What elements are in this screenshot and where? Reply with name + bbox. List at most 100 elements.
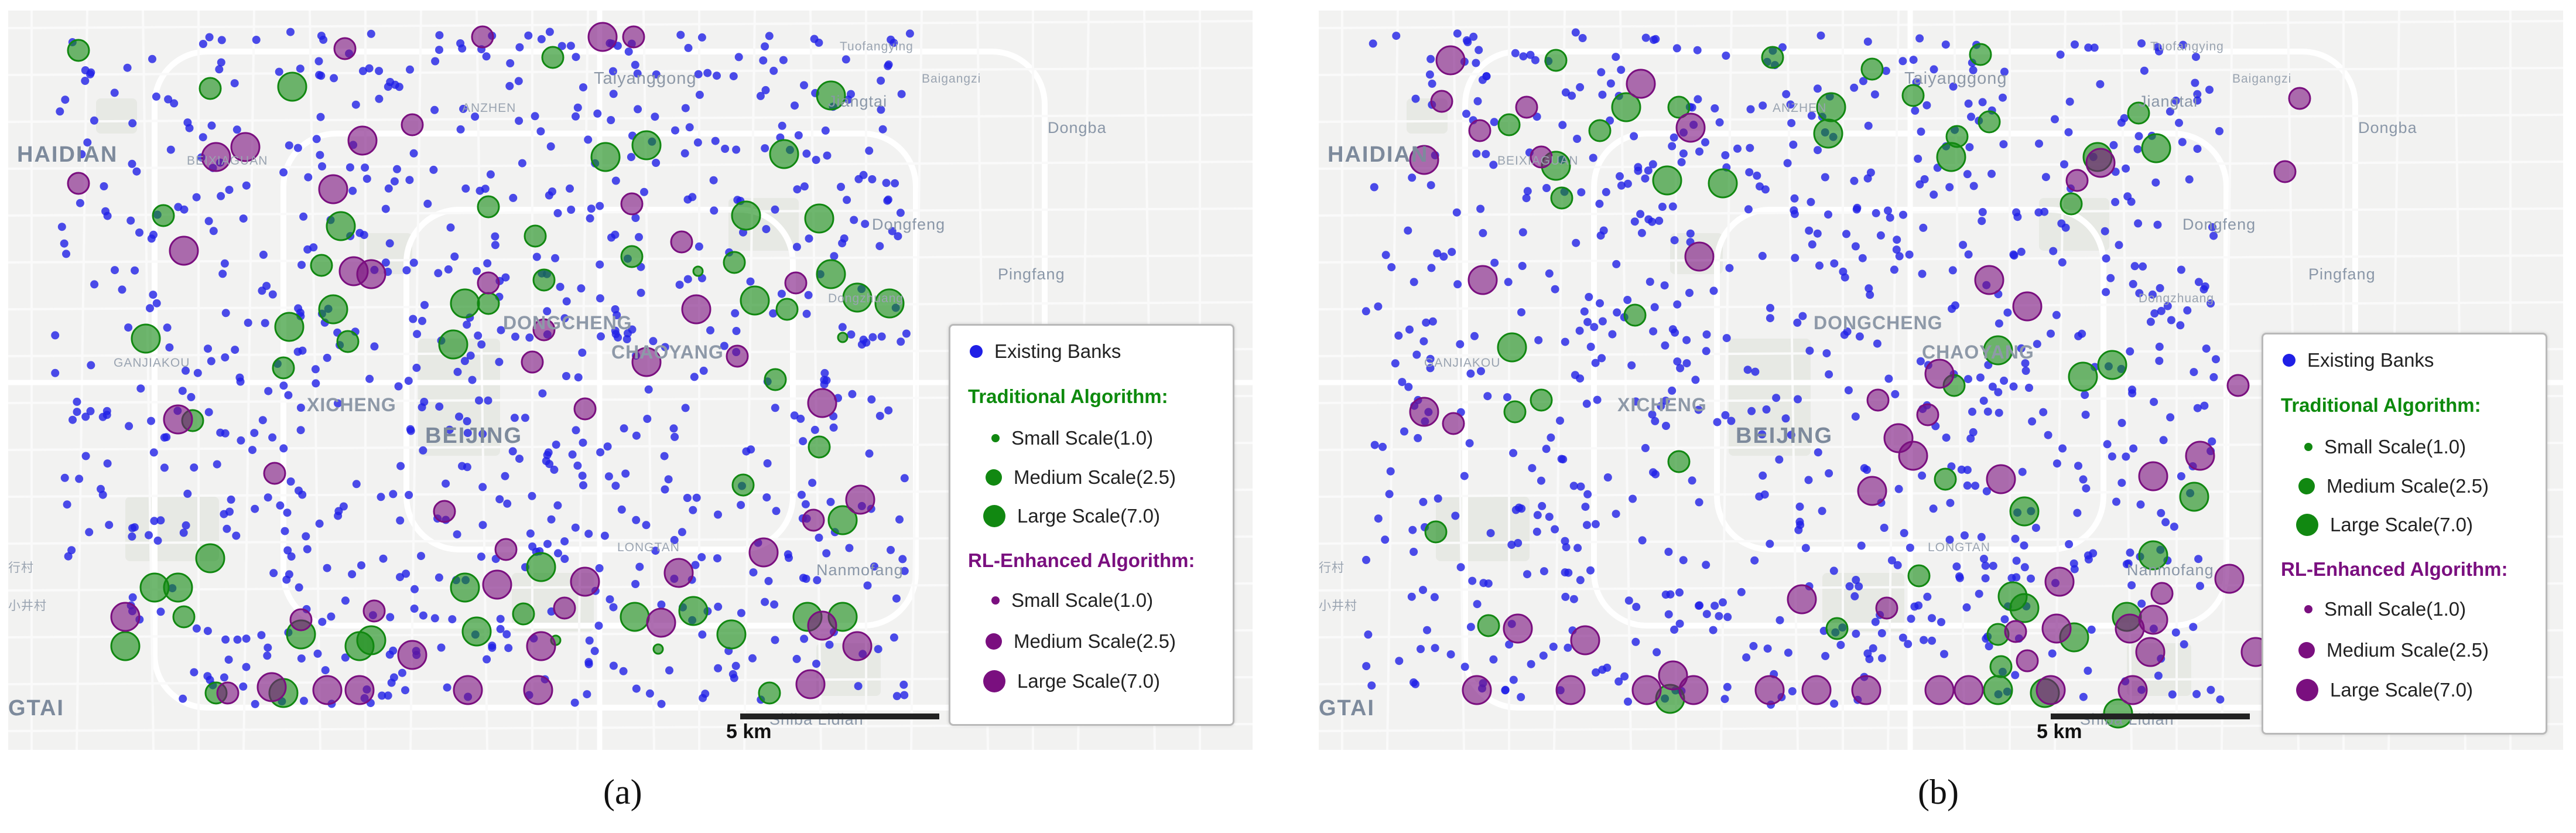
existing-bank-dot	[584, 135, 593, 144]
existing-bank-dot	[124, 323, 133, 332]
existing-bank-dot	[878, 125, 887, 134]
existing-bank-dot	[2000, 615, 2009, 624]
existing-bank-dot	[2151, 178, 2160, 187]
traditional-site	[1934, 467, 1957, 491]
existing-bank-dot	[895, 515, 904, 524]
existing-bank-dot	[800, 81, 808, 90]
existing-bank-dot	[1483, 392, 1492, 401]
existing-bank-dot	[1386, 467, 1395, 476]
existing-bank-dot	[1842, 230, 1850, 238]
rl-enhanced-site	[1754, 675, 1785, 705]
existing-bank-dot	[553, 501, 562, 510]
traditional-site	[1708, 168, 1738, 199]
existing-bank-dot	[634, 105, 642, 114]
existing-bank-dot	[1878, 654, 1886, 663]
existing-bank-dot	[1670, 236, 1679, 245]
existing-bank-dot	[1844, 386, 1853, 395]
existing-bank-dot	[1871, 617, 1880, 626]
existing-bank-dot	[501, 472, 509, 480]
legend-trad-large-label: Large Scale(7.0)	[2330, 514, 2473, 535]
existing-bank-dot	[692, 493, 701, 502]
existing-bank-dot	[1551, 525, 1559, 534]
existing-bank-dot	[298, 490, 307, 499]
existing-bank-dot	[661, 485, 669, 494]
existing-bank-dot	[1540, 567, 1548, 576]
existing-bank-dot	[635, 233, 643, 241]
rl-enhanced-site	[1555, 675, 1586, 705]
existing-bank-dot	[477, 340, 486, 349]
existing-bank-dot	[1948, 266, 1957, 275]
existing-bank-dot	[2081, 391, 2089, 400]
existing-bank-dot	[1404, 226, 1412, 235]
existing-bank-dot	[676, 30, 685, 39]
existing-bank-dot	[1576, 576, 1585, 585]
legend-rl-large-label: Large Scale(7.0)	[2330, 679, 2473, 701]
traditional-site	[590, 142, 621, 172]
map-panel-b[interactable]: HAIDIAN Taiyanggong Tuofangying Baigangz…	[1319, 11, 2563, 750]
map-panel-a[interactable]: HAIDIAN Taiyanggong Tuofangying Baigangz…	[8, 11, 1253, 750]
existing-bank-dot	[103, 211, 112, 220]
existing-bank-dot	[221, 309, 230, 318]
label-beixiaguan: BEIXIAGUAN	[1497, 154, 1579, 168]
existing-bank-dot	[218, 269, 227, 278]
traditional-site	[1550, 186, 1573, 210]
existing-bank-dot	[2148, 290, 2157, 299]
existing-bank-dot	[797, 490, 806, 499]
existing-bank-dot	[544, 448, 553, 457]
rl-enhanced-site	[2273, 160, 2297, 183]
existing-bank-dot	[205, 33, 214, 42]
rl-enhanced-site	[1409, 397, 1439, 427]
existing-bank-dot	[854, 682, 863, 691]
existing-bank-dot	[671, 126, 679, 135]
existing-bank-dot	[279, 444, 288, 453]
existing-bank-dot	[2122, 452, 2130, 461]
legend-trad-small-label: Small Scale(1.0)	[2324, 436, 2466, 458]
existing-bank-dot	[351, 100, 360, 109]
label-xicheng: XICHENG	[1617, 394, 1707, 415]
rl-enhanced-site	[1916, 403, 1939, 426]
existing-bank-dot	[1702, 610, 1711, 619]
existing-bank-dot	[590, 647, 599, 656]
existing-bank-dot	[1661, 341, 1670, 350]
existing-bank-dot	[2126, 548, 2134, 557]
existing-bank-dot	[2112, 497, 2120, 506]
existing-bank-dot	[1486, 529, 1495, 538]
existing-bank-dot	[573, 103, 582, 112]
existing-bank-dot	[2192, 689, 2201, 698]
existing-bank-dot	[830, 252, 839, 261]
existing-bank-dot	[1852, 629, 1860, 638]
existing-bank-dot	[877, 105, 885, 114]
existing-bank-dot	[1702, 561, 1711, 569]
existing-bank-dot	[1866, 291, 1874, 299]
existing-bank-dot	[497, 326, 505, 334]
existing-bank-dot	[800, 634, 809, 643]
traditional-site	[716, 619, 747, 650]
existing-bank-dot	[296, 404, 305, 412]
existing-bank-dot	[1561, 592, 1570, 601]
existing-bank-dot	[98, 490, 107, 499]
legend-rl-large: Large Scale(7.0)	[983, 668, 1160, 694]
traditional-site	[678, 596, 709, 626]
existing-bank-dot	[1758, 430, 1767, 439]
existing-bank-dot	[2193, 145, 2202, 153]
existing-bank-dot	[1460, 663, 1469, 671]
rl-enhanced-site	[312, 675, 343, 705]
existing-bank-dot	[596, 448, 605, 457]
existing-bank-dot	[1872, 209, 1880, 217]
existing-bank-dot	[1576, 83, 1585, 91]
existing-bank-dot	[1469, 32, 1478, 41]
existing-bank-dot	[2140, 66, 2149, 75]
traditional-site	[524, 224, 547, 248]
existing-bank-dot	[2000, 376, 2009, 385]
existing-bank-dot	[2206, 299, 2215, 308]
scale-bar-b: 5 km	[2037, 713, 2250, 743]
existing-bank-dot	[365, 374, 374, 383]
existing-bank-dot	[1545, 513, 1554, 521]
existing-bank-dot	[635, 562, 644, 571]
existing-bank-dot	[1794, 525, 1803, 534]
existing-bank-dot	[609, 661, 618, 670]
existing-bank-dot	[1759, 471, 1767, 480]
existing-bank-dot	[1742, 653, 1751, 662]
existing-bank-dot	[1873, 339, 1881, 348]
existing-bank-dot	[220, 259, 229, 268]
